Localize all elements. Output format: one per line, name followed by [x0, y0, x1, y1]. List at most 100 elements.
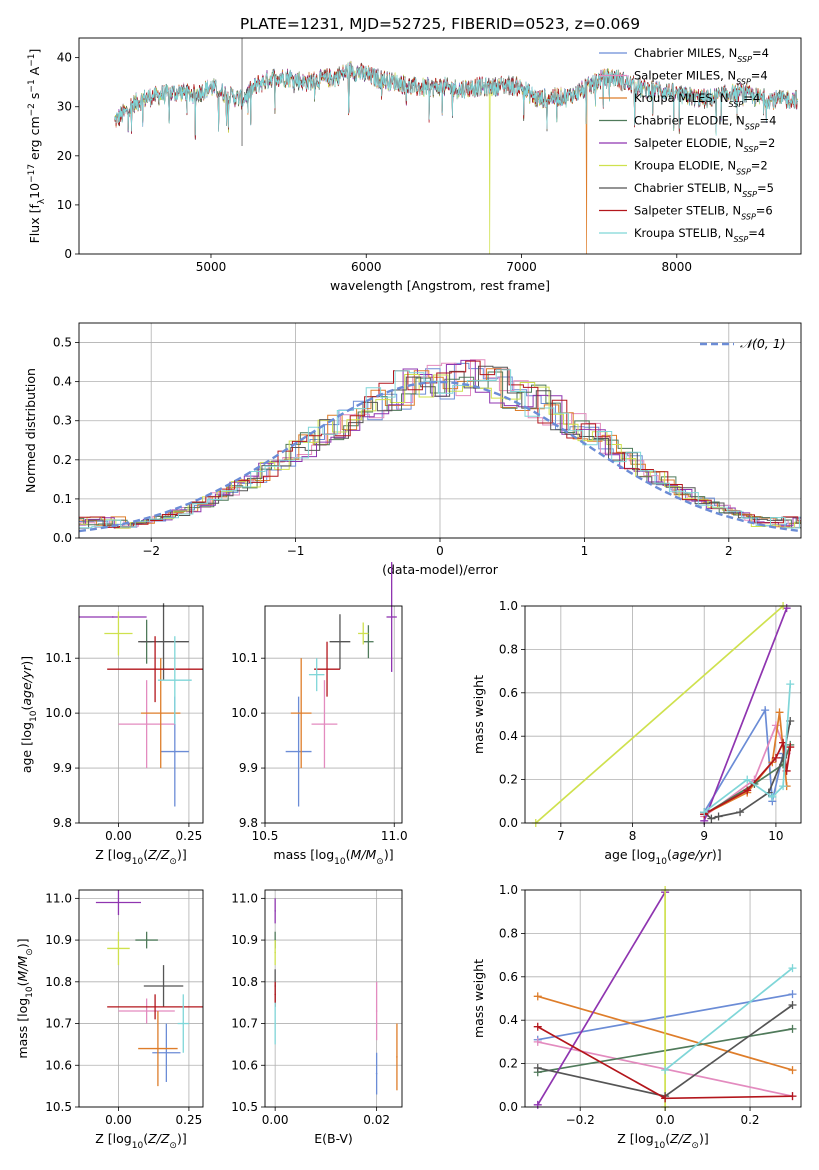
- spectrum-xtick-label: 6000: [351, 260, 382, 274]
- mass-vs-ebv-ytick-label: 10.9: [231, 933, 258, 947]
- mass-vs-ebv-ytick-label: 10.7: [231, 1017, 258, 1031]
- legend-entry: Salpeter ELODIE, NSSP=2: [634, 136, 775, 154]
- spectrum-xlabel: wavelength [Angstrom, rest frame]: [330, 278, 550, 293]
- residuals-ytick-label: 0.5: [53, 336, 72, 350]
- mass-vs-ebv-xtick-label: 0.02: [363, 1113, 390, 1127]
- massweight-vs-Z-marker: [788, 964, 797, 973]
- massweight-vs-age-xtick-label: 7: [557, 829, 565, 843]
- mass-vs-Z-xtick-label: 0.00: [105, 1113, 132, 1127]
- massweight-vs-Z-ytick-label: 0.4: [499, 1013, 518, 1027]
- residuals-xtick-label: 2: [725, 544, 733, 558]
- age-vs-Z-xtick-label: 0.25: [176, 829, 203, 843]
- massweight-vs-Z-marker: [533, 992, 542, 1001]
- massweight-vs-age-ytick-label: 0.8: [499, 642, 518, 656]
- massweight-vs-Z-marker: [788, 990, 797, 999]
- massweight-vs-age-ylabel: mass weight: [471, 675, 486, 754]
- massweight-vs-age-marker: [761, 706, 770, 715]
- mass-vs-Z-point: [117, 947, 120, 950]
- spectrum-line-9: [114, 62, 798, 136]
- age-vs-Z-point: [162, 640, 165, 643]
- residuals-panel: −2 −1 0 1 2 0.0 0.1 0.2 0.3 0.4 0.5 𝒩(0, 1) (data-mo…: [23, 322, 802, 577]
- massweight-vs-Z-ytick-label: 1.0: [499, 883, 518, 897]
- mass-vs-Z-ytick-label: 10.8: [45, 975, 72, 989]
- spectrum-series-group: [114, 38, 798, 254]
- age-vs-Z-axes-frame: [78, 605, 204, 824]
- age-vs-mass-point: [367, 640, 370, 643]
- residuals-ytick-label: 0.3: [53, 414, 72, 428]
- massweight-vs-age-marker: [775, 708, 784, 717]
- mass-vs-Z-panel: 0.00 0.25 10.5 10.6 10.7 10.8 10.9 11.0 Z [log10…: [15, 889, 204, 1151]
- mass-vs-ebv-xtick-label: 0.00: [262, 1113, 289, 1127]
- mass-vs-ebv-point: [375, 1072, 378, 1075]
- spectrum-ytick-label: 30: [57, 100, 72, 114]
- massweight-vs-Z-xtick-label: 0.2: [740, 1113, 759, 1127]
- mass-vs-ebv-point: [274, 993, 276, 996]
- massweight-vs-Z-marker: [533, 1100, 542, 1109]
- massweight-vs-age-xtick-label: 10: [768, 829, 783, 843]
- massweight-vs-Z-marker: [788, 1001, 797, 1010]
- age-vs-mass-point: [362, 632, 365, 635]
- age-vs-Z-point: [117, 632, 120, 635]
- residuals-xtick-label: 1: [581, 544, 589, 558]
- residuals-ytick-label: 0.2: [53, 453, 72, 467]
- massweight-vs-Z-marker: [788, 1092, 797, 1101]
- massweight-vs-age-ytick-label: 0.0: [499, 816, 518, 830]
- mass-vs-ebv-xlabel: E(B-V): [314, 1131, 353, 1146]
- spectrum-legend: Chabrier MILES, NSSP=4 Salpeter MILES, NS…: [599, 46, 776, 244]
- legend-entry: Chabrier STELIB, NSSP=5: [634, 181, 774, 199]
- massweight-vs-age-series-8: [703, 739, 792, 816]
- massweight-vs-age-ytick-label: 0.6: [499, 686, 518, 700]
- age-vs-mass-point: [315, 673, 318, 676]
- mass-vs-ebv-axes-frame: [264, 889, 403, 1108]
- mass-vs-Z-xlabel: Z [log10(Z/Z⊙)]: [95, 1131, 186, 1151]
- massweight-vs-age-marker: [779, 782, 788, 791]
- massweight-vs-age-marker: [786, 743, 795, 752]
- massweight-vs-Z-axes-frame: [524, 889, 802, 1108]
- mass-vs-Z-point: [145, 939, 148, 941]
- residuals-xtick-label: −2: [142, 544, 160, 558]
- residuals-ylabel: Normed distribution: [23, 368, 38, 493]
- age-vs-Z-ytick-label: 9.9: [53, 761, 72, 775]
- age-vs-mass-ytick-label: 9.8: [239, 816, 258, 830]
- massweight-vs-Z-ytick-label: 0.8: [499, 926, 518, 940]
- massweight-vs-age-marker: [771, 721, 780, 730]
- massweight-vs-age-marker: [786, 680, 795, 689]
- massweight-vs-Z-marker: [788, 1066, 797, 1075]
- residuals-ytick-label: 0.4: [53, 375, 72, 389]
- age-vs-mass-xtick-label: 10.5: [252, 829, 279, 843]
- age-vs-Z-panel: 0.00 0.25 9.8 9.9 10.0 10.1 Z [log10(Z/Z⊙)] age…: [19, 603, 204, 867]
- age-vs-mass-ytick-label: 9.9: [239, 761, 258, 775]
- mass-vs-ebv-ytick-label: 10.8: [231, 975, 258, 989]
- mass-vs-Z-point: [162, 985, 165, 987]
- age-vs-Z-point: [112, 616, 114, 618]
- legend-entry: Kroupa STELIB, NSSP=4: [634, 226, 765, 244]
- spectrum-ylabel: Flux [fλ10−17 erg cm−2 s−1 A−1]: [27, 49, 47, 244]
- mass-vs-ebv-ytick-label: 10.5: [231, 1100, 258, 1114]
- mass-vs-Z-point: [165, 1051, 168, 1054]
- massweight-vs-age-ytick-label: 0.2: [499, 773, 518, 787]
- figure-title: PLATE=1231, MJD=52725, FIBERID=0523, z=0…: [240, 15, 640, 33]
- legend-entry: Salpeter STELIB, NSSP=6: [634, 204, 773, 222]
- age-vs-mass-panel: 10.5 11.0 9.8 9.9 10.0 10.1 mass [log10(M/M⊙)]: [231, 562, 408, 867]
- age-vs-mass-point: [390, 616, 393, 618]
- age-vs-Z-point: [174, 679, 176, 681]
- residuals-xtick-label: 0: [436, 544, 444, 558]
- massweight-vs-Z-ylabel: mass weight: [471, 959, 486, 1038]
- age-vs-Z-point: [154, 668, 156, 670]
- massweight-vs-age-series-1: [703, 707, 784, 813]
- mass-vs-Z-point: [157, 1047, 159, 1050]
- massweight-vs-Z-series-5: [536, 891, 666, 1106]
- legend-entry: Kroupa ELODIE, NSSP=2: [634, 159, 768, 177]
- massweight-vs-age-panel: 7 8 9 10 0.0 0.2 0.4 0.6 0.8 1.0 age [log10(age/yr…: [471, 599, 802, 867]
- massweight-vs-Z-marker: [661, 1066, 670, 1075]
- mass-vs-Z-ytick-label: 11.0: [45, 891, 72, 905]
- age-vs-Z-point: [145, 723, 148, 725]
- mass-vs-Z-xtick-label: 0.25: [176, 1113, 203, 1127]
- massweight-vs-Z-xtick-label: −0.2: [566, 1113, 595, 1127]
- mass-vs-Z-point: [145, 1010, 148, 1012]
- massweight-vs-Z-marker: [533, 1037, 542, 1046]
- massweight-vs-age-marker: [743, 786, 752, 795]
- massweight-vs-age-marker: [768, 792, 777, 801]
- massweight-vs-age-xlabel: age [log10(age/yr)]: [604, 847, 721, 867]
- spectrum-axes-frame: [78, 37, 802, 255]
